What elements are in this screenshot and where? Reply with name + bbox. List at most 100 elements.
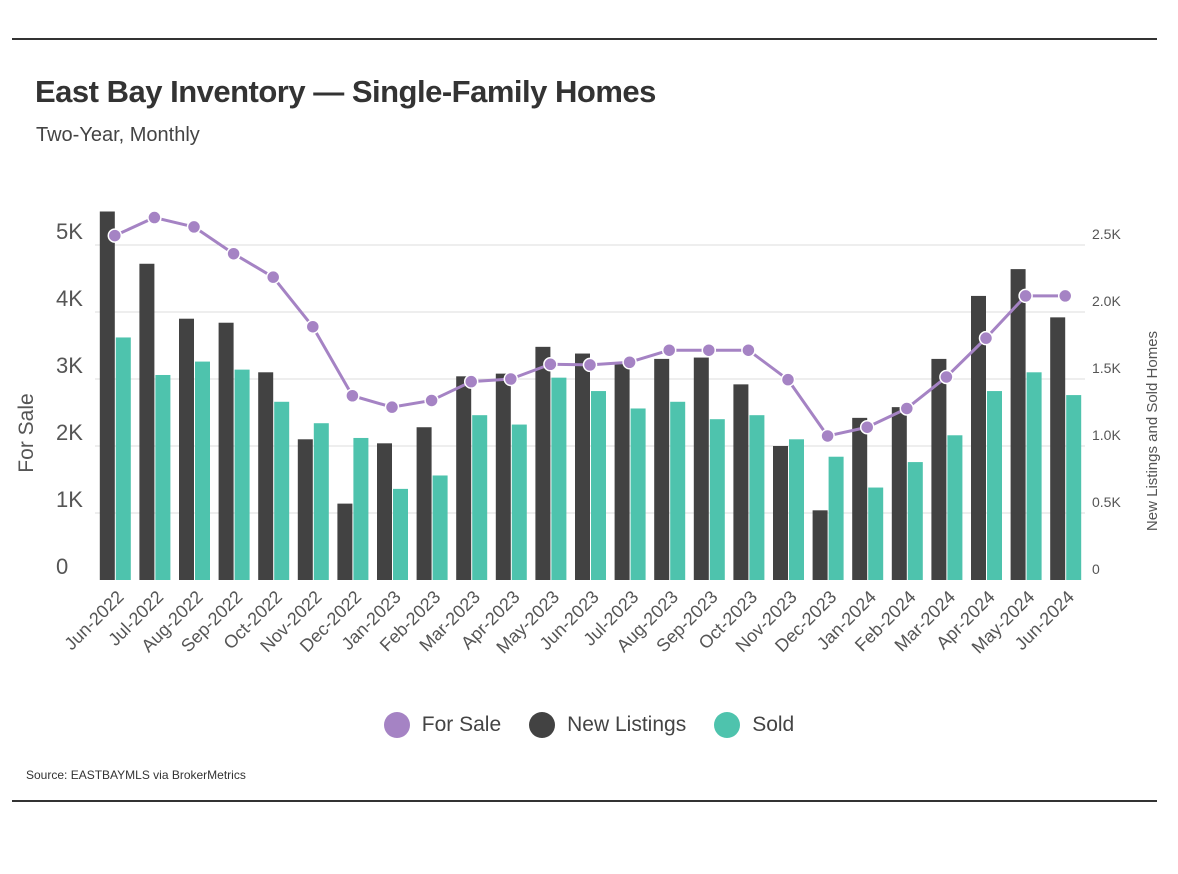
bar-sold	[432, 475, 448, 580]
point-for-sale	[741, 342, 756, 358]
bar-sold	[1026, 372, 1042, 580]
bar-sold	[155, 374, 171, 580]
point-for-sale	[543, 357, 558, 372]
bar-new-listings	[416, 427, 432, 580]
y2-axis-title: New Listings and Sold Homes	[1144, 331, 1161, 531]
legend-label-sold: Sold	[752, 713, 795, 736]
point-for-sale	[345, 388, 360, 403]
bar-new-listings	[891, 407, 907, 580]
bar-sold	[234, 369, 250, 580]
point-for-sale	[622, 355, 637, 370]
bar-sold	[670, 401, 686, 580]
y2-tick-label: 2.0K	[1092, 293, 1121, 309]
bar-new-listings	[931, 358, 947, 580]
chart-legend: For Sale New Listings Sold	[0, 712, 1178, 738]
bar-sold	[709, 419, 725, 580]
point-for-sale	[265, 269, 281, 285]
bar-sold	[195, 361, 210, 580]
chart-title: East Bay Inventory — Single-Family Homes	[35, 74, 656, 109]
chart-subtitle: Two-Year, Monthly	[36, 124, 200, 146]
y-tick-label: 1K	[56, 487, 83, 512]
point-for-sale	[503, 371, 519, 387]
point-for-sale	[384, 399, 400, 415]
bar-new-listings	[812, 510, 828, 580]
legend-item-new-listings[interactable]: New Listings	[529, 712, 686, 738]
bar-sold	[749, 415, 765, 580]
point-for-sale	[939, 369, 954, 385]
point-for-sale	[661, 342, 677, 358]
legend-label-new-listings: New Listings	[567, 713, 687, 736]
point-for-sale	[147, 210, 162, 225]
bar-new-listings	[495, 373, 511, 580]
point-for-sale	[1057, 288, 1073, 304]
bar-new-listings	[179, 318, 194, 580]
bar-sold	[1066, 395, 1082, 580]
bar-new-listings	[733, 384, 749, 580]
point-for-sale	[780, 372, 796, 387]
point-for-sale	[424, 393, 439, 408]
bar-sold	[472, 415, 488, 580]
point-for-sale	[463, 374, 479, 389]
point-for-sale	[1018, 288, 1033, 304]
point-for-sale	[582, 357, 598, 373]
bar-sold	[630, 408, 646, 580]
point-for-sale	[305, 319, 321, 334]
legend-item-for-sale[interactable]: For Sale	[383, 712, 501, 738]
bar-new-listings	[852, 417, 868, 580]
bar-new-listings	[456, 376, 472, 580]
y2-tick-label: 1.5K	[1092, 360, 1121, 376]
y-tick-label: 0	[56, 554, 68, 579]
legend-swatch-new-listings	[529, 712, 556, 738]
bar-new-listings	[99, 211, 115, 580]
bar-new-listings	[337, 503, 353, 580]
point-for-sale	[226, 246, 241, 261]
bar-new-listings	[377, 443, 392, 580]
bar-sold	[353, 437, 369, 580]
bar-new-listings	[139, 263, 155, 580]
bar-new-listings	[218, 322, 234, 580]
y2-tick-label: 0	[1092, 561, 1100, 577]
bar-sold	[987, 391, 1002, 580]
point-for-sale	[186, 219, 202, 235]
point-for-sale	[899, 401, 915, 416]
point-for-sale	[107, 228, 123, 243]
bar-new-listings	[1010, 269, 1026, 580]
bar-new-listings	[1050, 317, 1066, 580]
bar-sold	[551, 377, 567, 580]
bar-sold	[274, 401, 290, 580]
bar-sold	[907, 462, 923, 580]
bar-new-listings	[773, 446, 788, 580]
bar-sold	[868, 487, 884, 580]
legend-swatch-sold	[714, 712, 741, 738]
legend-item-sold[interactable]: Sold	[714, 712, 794, 738]
source-note: Source: EASTBAYMLS via BrokerMetrics	[26, 768, 246, 782]
y-tick-label: 2K	[56, 420, 83, 445]
bar-new-listings	[575, 353, 590, 580]
bottom-rule	[12, 800, 1157, 802]
y-axis-title: For Sale	[15, 393, 38, 472]
y2-tick-label: 0.5K	[1092, 494, 1121, 510]
y2-tick-label: 2.5K	[1092, 226, 1121, 242]
point-for-sale	[978, 330, 994, 346]
point-for-sale	[859, 419, 875, 435]
point-for-sale	[701, 342, 717, 358]
bar-sold	[591, 391, 606, 580]
bar-sold	[313, 423, 329, 580]
bar-new-listings	[971, 295, 986, 580]
y-tick-label: 3K	[56, 353, 83, 378]
bar-sold	[947, 435, 963, 580]
legend-swatch-for-sale	[383, 712, 410, 738]
bar-sold	[393, 488, 408, 580]
bar-new-listings	[258, 372, 274, 580]
bar-new-listings	[297, 439, 313, 580]
top-rule	[12, 38, 1157, 40]
bar-new-listings	[535, 346, 551, 580]
y-tick-label: 5K	[56, 219, 83, 244]
bar-sold	[115, 337, 131, 580]
bar-new-listings	[654, 358, 670, 580]
bar-new-listings	[693, 357, 709, 580]
bar-sold	[789, 439, 804, 580]
y-tick-label: 4K	[56, 286, 83, 311]
point-for-sale	[820, 428, 835, 444]
